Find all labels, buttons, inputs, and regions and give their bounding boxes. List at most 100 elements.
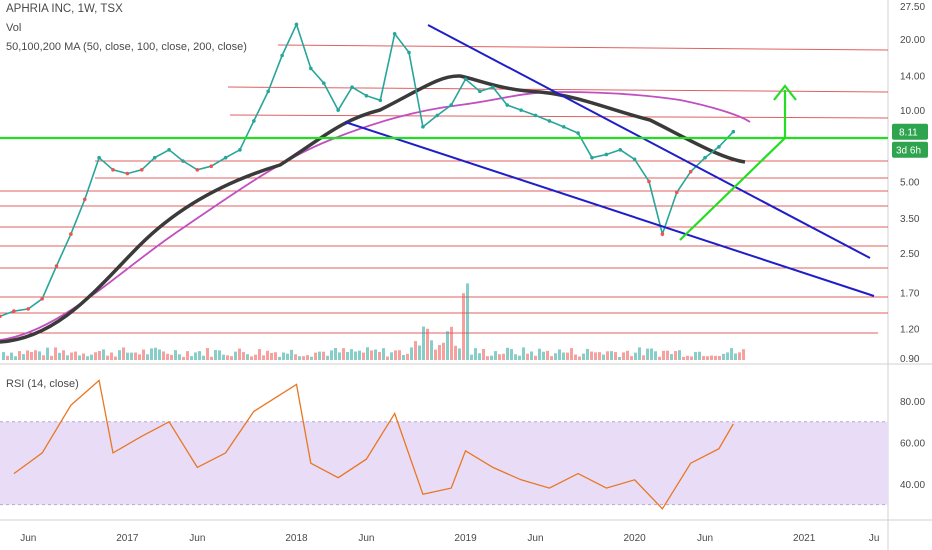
wedge-upper-line: [427, 24, 871, 259]
price-point: [561, 125, 566, 129]
volume-bar: [222, 354, 225, 360]
volume-bar: [598, 352, 601, 360]
volume-bar: [466, 283, 469, 360]
volume-bar: [502, 353, 505, 360]
volume-bar: [266, 350, 269, 360]
time-axis-tick: Jun: [358, 533, 374, 544]
price-point: [407, 50, 411, 55]
volume-bar: [510, 349, 513, 360]
volume-bar: [646, 348, 649, 360]
price-point: [533, 113, 538, 118]
volume-bar: [522, 347, 525, 360]
volume-bar: [706, 356, 709, 360]
volume-bar: [658, 356, 661, 360]
volume-bar: [274, 352, 277, 360]
volume-bar: [238, 348, 241, 360]
countdown-badge-value: 3d 6h: [896, 146, 921, 157]
volume-bar: [46, 347, 49, 360]
price-point: [40, 296, 44, 301]
price-point: [392, 31, 397, 36]
price-point: [0, 314, 2, 319]
price-point: [252, 119, 256, 123]
volume-bar: [714, 355, 717, 360]
volume-bar: [242, 352, 245, 360]
volume-bar: [130, 352, 133, 360]
volume-bar: [82, 353, 85, 360]
volume-bar: [514, 354, 517, 360]
volume-bar: [678, 350, 681, 360]
time-axis-tick: Jun: [20, 533, 36, 544]
volume-bar: [366, 347, 369, 360]
volume-bar: [102, 349, 105, 360]
ma-50-line: [0, 74, 746, 344]
volume-bar: [602, 354, 605, 360]
volume-bar: [638, 347, 641, 360]
price-axis-tick: 3.50: [900, 214, 920, 225]
volume-bar: [662, 350, 665, 360]
volume-bar: [674, 351, 677, 360]
volume-bar: [430, 340, 433, 360]
volume-bar: [726, 352, 729, 360]
volume-bar: [278, 356, 281, 360]
volume-bar: [346, 352, 349, 360]
price-point: [576, 131, 580, 135]
horizontal-level-line: [277, 44, 889, 51]
volume-bar: [126, 352, 129, 360]
volume-bar: [186, 351, 189, 360]
volume-bar: [334, 347, 337, 360]
volume-bar: [698, 351, 701, 360]
volume-bar: [74, 351, 77, 360]
volume-bar: [22, 354, 25, 360]
volume-bar: [294, 354, 297, 360]
volume-bar: [614, 352, 617, 360]
volume-bar: [682, 356, 685, 360]
volume-bar: [590, 351, 593, 360]
volume-bar: [398, 350, 401, 360]
volume-bar: [90, 354, 93, 360]
volume-bar: [634, 352, 637, 360]
price-point: [688, 169, 693, 174]
price-point: [435, 113, 440, 118]
volume-bar: [586, 348, 589, 360]
volume-bar: [738, 352, 741, 360]
volume-bar: [178, 354, 181, 360]
price-point: [336, 108, 340, 112]
price-point: [167, 148, 171, 152]
volume-bar: [730, 348, 733, 360]
volume-bar: [582, 353, 585, 360]
volume-bar: [282, 352, 285, 360]
price-point: [632, 157, 637, 162]
price-badge-value: 8.11: [899, 128, 918, 139]
volume-bar: [138, 354, 141, 360]
volume-bar: [182, 356, 185, 360]
green-trend-line: [679, 137, 786, 241]
volume-bar: [482, 348, 485, 360]
volume-bar: [394, 350, 397, 360]
volume-bar: [542, 351, 545, 360]
volume-bar: [546, 350, 549, 360]
volume-bar: [666, 350, 669, 360]
price-point: [364, 93, 369, 98]
volume-bar: [314, 352, 317, 360]
volume-bar: [470, 354, 473, 360]
volume-bar: [626, 350, 629, 360]
volume-bar: [150, 348, 153, 360]
volume-bar: [10, 352, 13, 360]
rsi-axis-tick: 40.00: [900, 480, 925, 491]
volume-bar: [210, 356, 213, 360]
volume-bar: [574, 354, 577, 360]
price-point: [547, 119, 552, 123]
horizontal-level-line: [229, 114, 889, 119]
price-point: [478, 89, 482, 94]
volume-bar: [402, 354, 405, 360]
volume-bar: [374, 349, 377, 360]
time-axis-tick: 2019: [454, 533, 477, 544]
volume-bar: [354, 351, 357, 360]
volume-bar: [710, 355, 713, 360]
price-axis-tick: 5.00: [900, 177, 920, 188]
volume-bar: [62, 350, 65, 360]
volume-bar: [478, 353, 481, 360]
price-point: [111, 168, 115, 172]
